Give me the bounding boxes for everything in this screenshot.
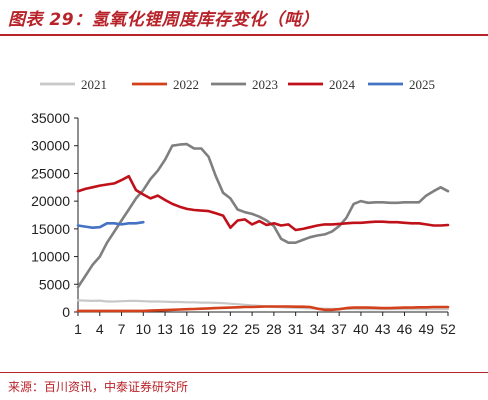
x-tick-label: 25 [244, 321, 260, 337]
y-tick-label: 15000 [31, 221, 70, 237]
x-tick-label: 37 [331, 321, 347, 337]
y-axis: 0 5000 10000 15000 20000 25000 30000 35000 [31, 110, 79, 320]
x-tick-label: 4 [96, 321, 104, 337]
series-lines [76, 142, 450, 313]
x-tick-label: 40 [353, 321, 369, 337]
y-tick-label: 25000 [31, 165, 70, 181]
x-tick-label: 46 [397, 321, 413, 337]
x-tick-label: 16 [179, 321, 195, 337]
source-divider [0, 372, 488, 373]
x-tick-label: 49 [418, 321, 434, 337]
y-tick-label: 35000 [31, 110, 70, 126]
line-chart: 2021 2022 2023 2024 2025 0 5000 10000 15000 2000… [31, 77, 456, 337]
legend-item-2025: 2025 [368, 77, 435, 92]
x-tick-label: 10 [136, 321, 152, 337]
legend-label: 2022 [173, 77, 199, 92]
legend-label: 2021 [81, 77, 107, 92]
series-line-2024 [76, 174, 450, 232]
legend-item-2024: 2024 [288, 77, 356, 92]
x-tick-label: 31 [288, 321, 304, 337]
x-tick-label: 7 [118, 321, 126, 337]
x-tick-label: 19 [201, 321, 217, 337]
x-axis: 1 4 7 10 13 16 19 22 25 28 31 34 37 40 43 46 49 52 [74, 311, 456, 337]
page-title: 图表 29：氢氧化锂周度库存变化（吨） [8, 10, 320, 30]
x-tick-label: 22 [223, 321, 239, 337]
y-tick-label: 5000 [39, 276, 70, 292]
series-line-2023 [76, 142, 450, 289]
x-tick-label: 43 [375, 321, 391, 337]
y-tick-label: 0 [62, 304, 70, 320]
source-note: 来源：百川资讯，中泰证券研究所 [8, 380, 189, 394]
x-tick-label: 28 [266, 321, 282, 337]
y-tick-label: 30000 [31, 138, 70, 154]
y-tick-label: 10000 [31, 249, 70, 265]
legend-label: 2023 [252, 77, 278, 92]
x-tick-label: 34 [310, 321, 326, 337]
x-tick-label: 1 [74, 321, 82, 337]
legend-label: 2024 [329, 77, 356, 92]
legend-item-2023: 2023 [211, 77, 278, 92]
series-line-2022 [76, 305, 450, 313]
x-tick-label: 13 [157, 321, 173, 337]
series-line-2025 [76, 220, 145, 229]
legend: 2021 2022 2023 2024 2025 [40, 77, 435, 92]
y-tick-label: 20000 [31, 193, 70, 209]
legend-label: 2025 [409, 77, 435, 92]
title-divider [0, 34, 488, 36]
legend-item-2021: 2021 [40, 77, 107, 92]
legend-item-2022: 2022 [132, 77, 199, 92]
x-tick-label: 52 [440, 321, 456, 337]
